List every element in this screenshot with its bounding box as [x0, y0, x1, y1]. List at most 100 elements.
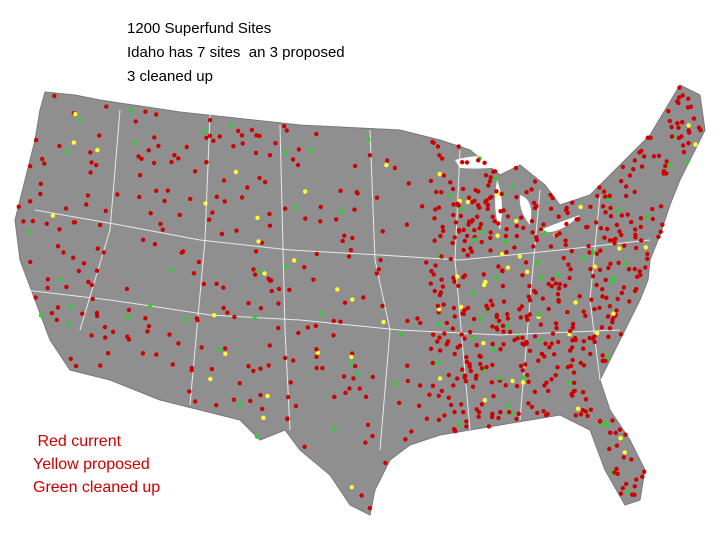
site-dot — [27, 199, 33, 204]
site-dot — [69, 304, 74, 309]
site-dot — [194, 316, 200, 321]
site-dot — [183, 317, 188, 322]
site-dot — [162, 198, 167, 204]
site-dot — [650, 206, 655, 212]
site-dot — [569, 248, 574, 254]
site-dot — [555, 292, 561, 297]
site-dot — [546, 306, 551, 312]
site-dot — [253, 150, 259, 156]
site-dot — [267, 278, 273, 283]
site-dot — [367, 505, 373, 511]
site-dot — [449, 402, 454, 408]
site-dot — [488, 235, 493, 241]
site-dot — [428, 281, 433, 286]
site-dot — [605, 354, 610, 359]
site-dot — [467, 364, 472, 369]
site-dot — [543, 341, 548, 346]
site-dot — [494, 314, 499, 320]
site-dot — [405, 318, 410, 324]
site-dot — [214, 194, 220, 199]
site-dot — [488, 230, 493, 235]
site-dot — [556, 339, 561, 345]
site-dot — [565, 210, 570, 216]
site-dot — [455, 376, 460, 381]
site-dot — [440, 156, 445, 161]
site-dot — [637, 269, 642, 274]
site-dot — [580, 255, 586, 260]
site-dot — [568, 328, 573, 334]
site-dot — [338, 319, 343, 324]
site-dot — [592, 264, 598, 269]
site-dot — [482, 397, 488, 403]
site-dot — [603, 358, 608, 364]
site-dot — [600, 421, 605, 427]
site-dot — [292, 205, 298, 210]
site-dot — [444, 320, 450, 326]
site-dot — [308, 148, 313, 153]
site-dot — [343, 390, 348, 395]
site-dot — [610, 320, 615, 325]
site-dot — [614, 308, 619, 313]
site-dot — [354, 371, 360, 377]
site-dot — [480, 229, 485, 234]
site-dot — [472, 227, 477, 233]
site-dot — [461, 247, 466, 253]
site-dot — [461, 227, 466, 233]
site-dot — [132, 140, 137, 146]
site-dot — [519, 304, 525, 309]
site-dot — [258, 366, 263, 371]
site-dot — [288, 380, 293, 385]
site-dot — [478, 354, 483, 359]
site-dot — [154, 352, 159, 357]
site-dot — [556, 214, 561, 219]
site-dot — [640, 474, 645, 479]
site-dot — [40, 156, 45, 162]
site-dot — [246, 301, 251, 306]
site-dot — [563, 238, 568, 243]
site-dot — [553, 373, 558, 378]
site-dot — [529, 187, 534, 192]
site-dot — [590, 336, 596, 341]
site-dot — [439, 190, 444, 195]
site-dot — [139, 156, 144, 161]
site-dot — [460, 367, 465, 372]
site-dot — [453, 220, 459, 225]
site-dot — [103, 208, 108, 214]
site-dot — [490, 362, 495, 368]
legend-line: Red current — [33, 433, 122, 450]
site-dot — [510, 184, 515, 190]
site-dot — [439, 277, 444, 282]
site-dot — [267, 211, 272, 217]
site-dot — [170, 362, 175, 367]
site-dot — [573, 300, 578, 305]
site-dot — [341, 374, 347, 379]
site-dot — [499, 191, 504, 197]
site-dot — [517, 307, 522, 312]
site-dot — [606, 265, 611, 271]
site-dot — [570, 321, 576, 327]
site-dot — [624, 481, 629, 487]
site-dot — [505, 265, 511, 270]
site-dot — [331, 318, 336, 324]
site-dot — [433, 207, 438, 212]
site-dot — [570, 345, 575, 350]
site-dot — [570, 357, 575, 363]
site-dot — [482, 160, 487, 165]
site-dot — [292, 258, 297, 263]
site-dot — [257, 175, 262, 181]
site-dot — [94, 310, 100, 316]
site-dot — [510, 378, 515, 384]
site-dot — [50, 213, 56, 218]
site-dot — [539, 351, 545, 356]
site-dot — [430, 139, 435, 145]
site-dot — [267, 153, 273, 158]
site-dot — [669, 134, 675, 139]
site-dot — [565, 309, 570, 315]
site-dot — [479, 239, 484, 245]
site-dot — [434, 189, 439, 195]
legend-line: Green cleaned up — [33, 479, 160, 496]
site-dot — [535, 410, 540, 416]
site-dot — [256, 239, 261, 244]
site-dot — [501, 329, 506, 334]
site-dot — [140, 237, 146, 242]
